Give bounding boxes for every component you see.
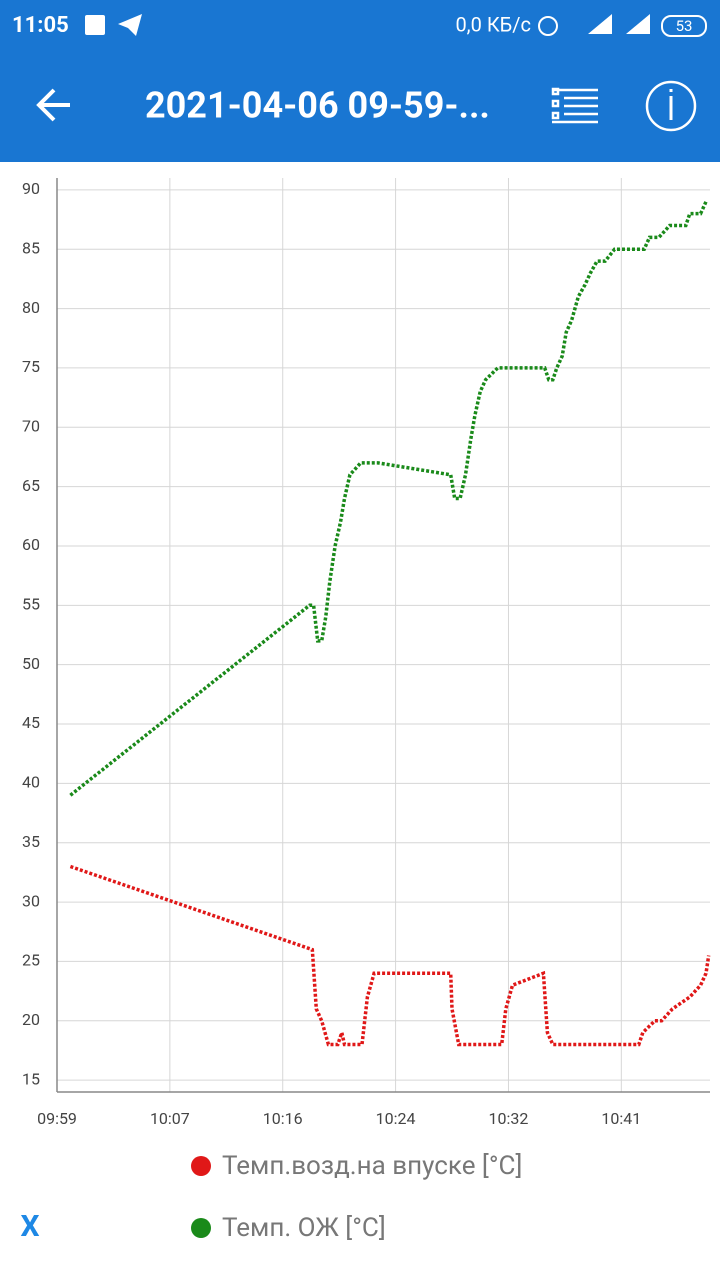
x-tick-label: 10:16 — [263, 1109, 303, 1128]
facebook-icon — [85, 15, 105, 35]
y-tick-label: 50 — [22, 654, 40, 673]
legend-label: Темп.возд.на впуске [°C] — [222, 1151, 522, 1181]
data-line — [69, 864, 711, 1047]
y-tick-label: 55 — [22, 595, 40, 614]
legend-marker — [191, 1156, 211, 1176]
close-button[interactable]: X — [20, 1209, 39, 1244]
alarm-icon — [538, 16, 558, 36]
battery-icon — [661, 15, 707, 37]
legend-marker — [191, 1218, 211, 1238]
data-line — [69, 200, 708, 797]
x-tick-label: 09:59 — [37, 1109, 77, 1128]
y-tick-label: 85 — [22, 238, 40, 257]
y-tick-label: 45 — [22, 713, 40, 732]
y-tick-label: 80 — [22, 298, 40, 317]
y-tick-label: 20 — [22, 1010, 40, 1029]
app-title: 2021-04-06 09-59-... — [145, 85, 490, 127]
x-tick-label: 10:07 — [150, 1109, 190, 1128]
y-tick-label: 15 — [22, 1069, 40, 1088]
telegram-icon — [118, 14, 142, 36]
y-tick-label: 40 — [22, 773, 40, 792]
list-button[interactable] — [551, 87, 598, 124]
signal-icon — [588, 14, 650, 34]
chart: 15 20 25 30 35 40 45 50 55 60 65 70 75 80 85 90 09:59 10:… — [22, 178, 711, 1243]
battery-level: 53 — [676, 17, 693, 35]
info-button[interactable] — [645, 80, 697, 132]
x-tick-label: 10:41 — [601, 1109, 641, 1128]
back-button[interactable] — [36, 88, 70, 122]
status-time: 11:05 — [12, 13, 69, 38]
y-tick-label: 75 — [22, 357, 40, 376]
y-tick-label: 65 — [22, 476, 40, 495]
x-tick-label: 10:32 — [489, 1109, 529, 1128]
y-tick-label: 25 — [22, 951, 40, 970]
y-tick-label: 90 — [22, 179, 40, 198]
y-tick-label: 60 — [22, 535, 40, 554]
legend-label: Темп. ОЖ [°C] — [222, 1213, 386, 1243]
y-tick-label: 35 — [22, 832, 40, 851]
y-tick-label: 70 — [22, 416, 40, 435]
status-speed: 0,0 КБ/с — [455, 12, 531, 36]
y-tick-label: 30 — [22, 891, 40, 910]
x-tick-label: 10:24 — [376, 1109, 416, 1128]
